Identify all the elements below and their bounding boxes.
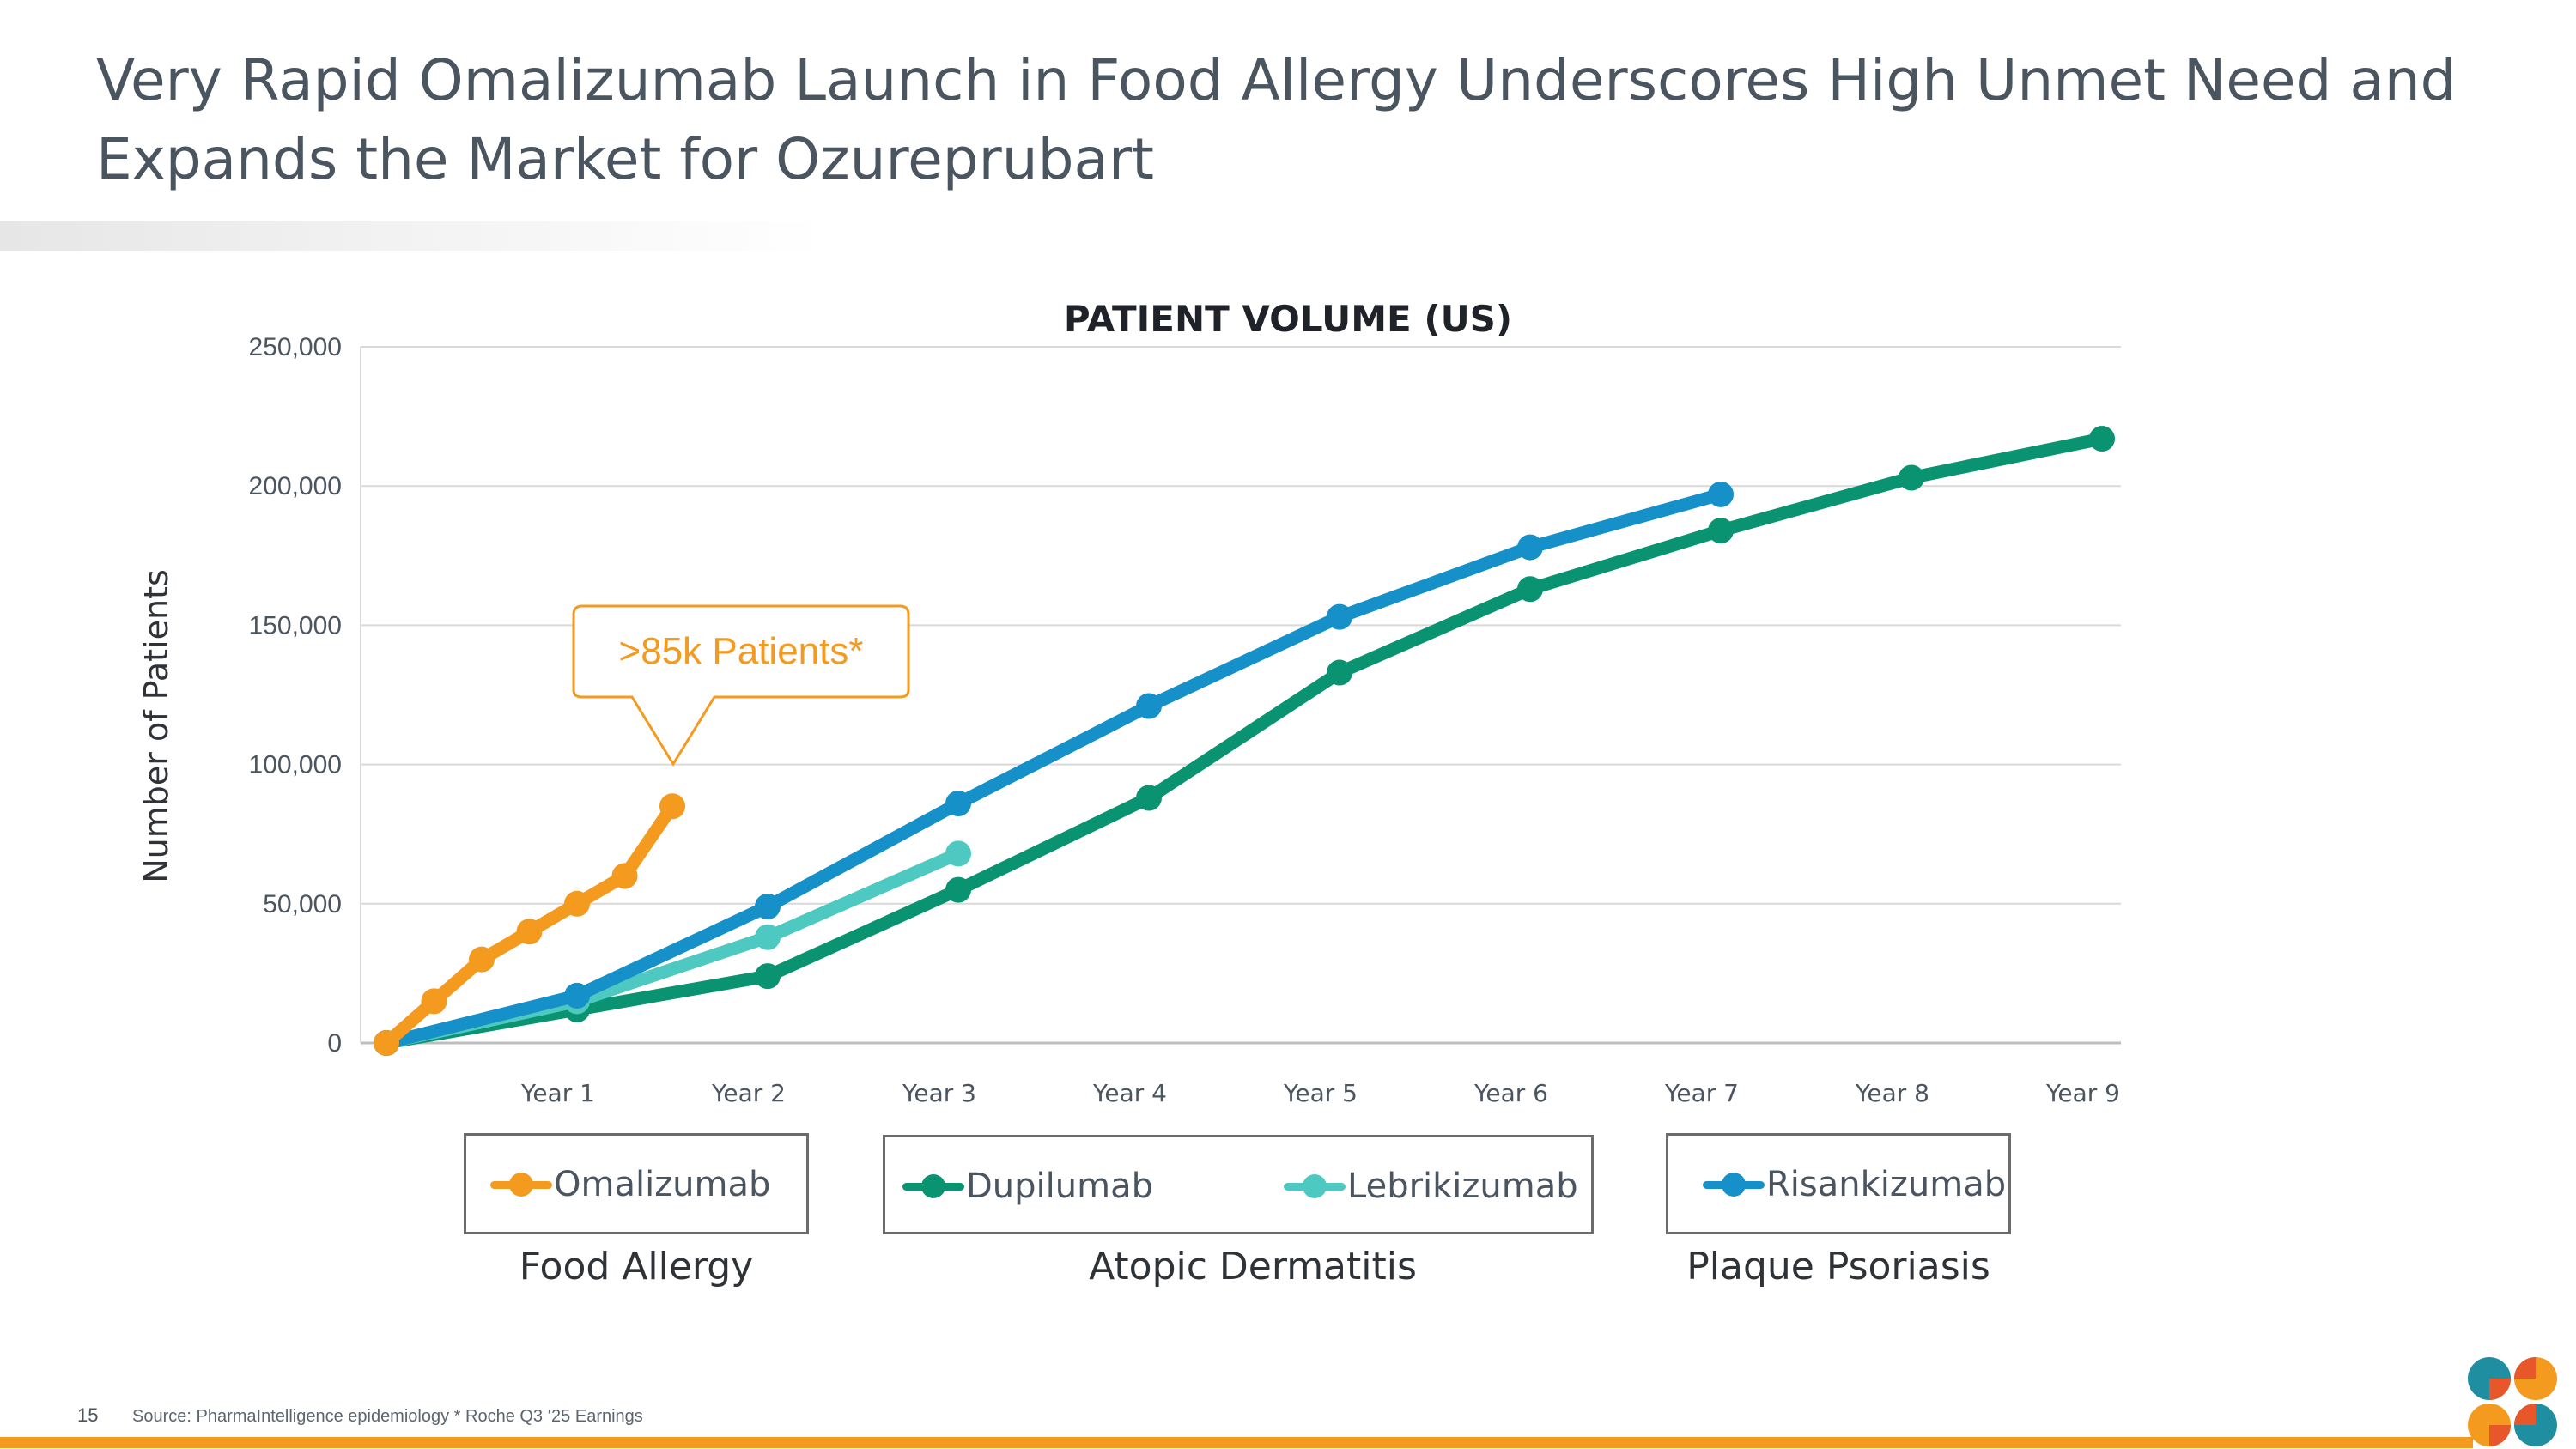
legend-box-plaque-psoriasis: Risankizumab: [1666, 1133, 2011, 1234]
chart-title: PATIENT VOLUME (US): [1064, 298, 1512, 340]
y-tick-label: 50,000: [263, 890, 342, 919]
legend-label-lebrikizumab: Lebrikizumab: [1347, 1167, 1578, 1206]
y-tick-label: 100,000: [249, 751, 342, 779]
legend-label-dupilumab: Dupilumab: [966, 1167, 1153, 1206]
y-tick-label: 150,000: [249, 611, 342, 640]
legend-item-omalizumab: Omalizumab: [490, 1165, 770, 1204]
dupilumab-swatch-icon: [902, 1169, 964, 1203]
legend-label-omalizumab: Omalizumab: [554, 1165, 771, 1204]
x-tick-label: Year 7: [1664, 1079, 1739, 1107]
x-tick-label: Year 1: [520, 1079, 595, 1107]
y-tick-label: 0: [327, 1029, 342, 1058]
legend-label-risankizumab: Risankizumab: [1766, 1165, 2007, 1204]
legend-item-dupilumab: Dupilumab: [902, 1167, 1153, 1206]
legend-box-food-allergy: Omalizumab: [464, 1133, 809, 1234]
series-risankizumab: [374, 481, 1734, 1056]
data-point-risankizumab: [755, 894, 781, 920]
x-tick-label: Year 8: [1855, 1079, 1929, 1107]
data-point-dupilumab: [945, 876, 971, 903]
x-tick-label: Year 4: [1092, 1079, 1167, 1107]
data-point-risankizumab: [1136, 693, 1162, 719]
data-point-dupilumab: [1327, 659, 1352, 686]
series-layer: [374, 426, 2115, 1056]
callout-text: >85k Patients*: [618, 630, 864, 672]
data-point-omalizumab: [659, 793, 685, 820]
data-point-risankizumab: [1517, 534, 1543, 561]
title-underline-fade: [0, 221, 824, 251]
y-tick-label: 250,000: [249, 333, 342, 361]
y-tick-labels: 0 50,000 100,000 150,000 200,000 250,000: [249, 333, 342, 1058]
data-point-dupilumab: [1899, 464, 1924, 491]
series-dupilumab: [374, 426, 2115, 1056]
slide-title: Very Rapid Omalizumab Launch in Food All…: [96, 41, 2466, 199]
data-point-risankizumab: [1327, 603, 1352, 630]
data-point-dupilumab: [1708, 518, 1734, 544]
legend-item-lebrikizumab: Lebrikizumab: [1284, 1167, 1578, 1206]
data-point-lebrikizumab: [755, 924, 781, 950]
data-point-risankizumab: [564, 982, 590, 1009]
data-point-dupilumab: [1517, 576, 1543, 603]
y-tick-label: 200,000: [249, 472, 342, 500]
omalizumab-swatch-icon: [490, 1167, 552, 1202]
x-tick-label: Year 6: [1473, 1079, 1548, 1107]
group-label-food-allergy: Food Allergy: [519, 1245, 754, 1288]
data-point-omalizumab: [611, 863, 638, 889]
data-point-risankizumab: [945, 791, 971, 817]
data-point-omalizumab: [564, 890, 590, 917]
data-point-lebrikizumab: [945, 840, 971, 867]
group-label-plaque-psoriasis: Plaque Psoriasis: [1686, 1245, 1990, 1288]
gridlines: [360, 346, 2121, 1045]
y-axis-label: Number of Patients: [137, 569, 175, 883]
x-tick-labels: Year 1 Year 2 Year 3 Year 4 Year 5 Year 6 Year…: [520, 1079, 2120, 1107]
data-point-omalizumab: [374, 1030, 399, 1056]
lebrikizumab-swatch-icon: [1284, 1169, 1346, 1203]
footer-accent-bar: [0, 1437, 2473, 1448]
legend-box-atopic-dermatitis: Dupilumab Lebrikizumab: [883, 1135, 1594, 1234]
data-point-dupilumab: [755, 963, 781, 990]
company-logo-icon: [2468, 1357, 2557, 1446]
legend-item-risankizumab: Risankizumab: [1703, 1165, 2006, 1204]
data-point-risankizumab: [1708, 481, 1734, 507]
series-line-dupilumab: [380, 432, 2109, 1050]
callout-bubble: [572, 604, 910, 767]
source-note: Source: PharmaIntelligence epidemiology …: [132, 1407, 643, 1426]
data-point-dupilumab: [1136, 785, 1162, 811]
x-tick-label: Year 5: [1283, 1079, 1358, 1107]
x-tick-label: Year 3: [902, 1079, 976, 1107]
group-label-atopic-dermatitis: Atopic Dermatitis: [1089, 1245, 1417, 1288]
data-point-omalizumab: [469, 946, 495, 973]
data-point-omalizumab: [421, 988, 447, 1015]
series-line-risankizumab: [380, 488, 1728, 1050]
page-number: 15: [77, 1404, 99, 1426]
data-point-omalizumab: [516, 919, 543, 945]
series-omalizumab: [374, 793, 685, 1056]
slide-title-line1: Very Rapid Omalizumab Launch in Food All…: [96, 47, 2457, 113]
slide-title-line2: Expands the Market for Ozureprubart: [96, 126, 1154, 192]
risankizumab-swatch-icon: [1703, 1167, 1765, 1202]
x-tick-label: Year 9: [2045, 1079, 2120, 1107]
x-tick-label: Year 2: [711, 1079, 786, 1107]
data-point-dupilumab: [2089, 426, 2115, 452]
